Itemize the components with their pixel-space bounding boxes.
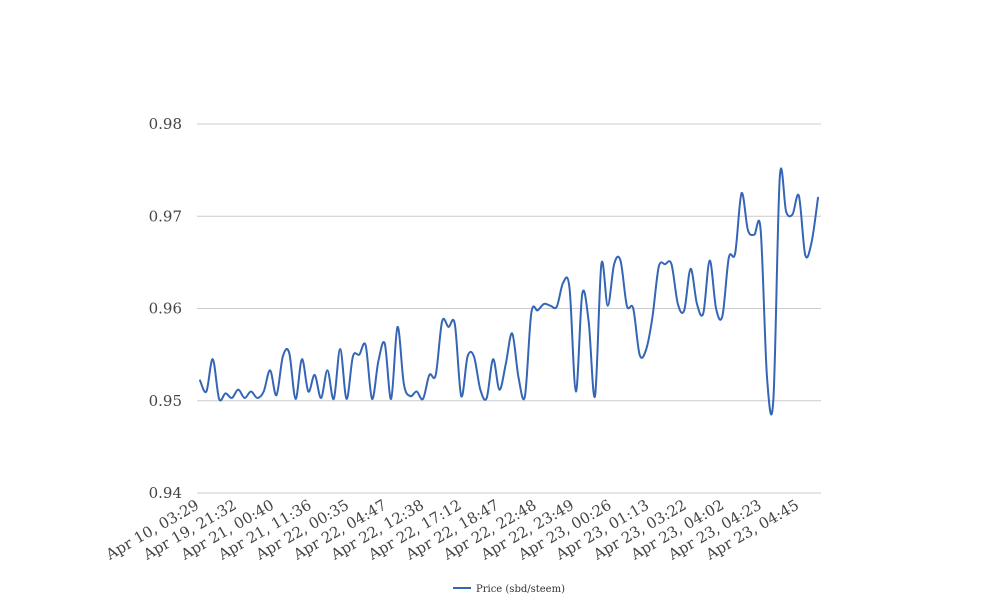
y-tick-label: 0.95 <box>149 392 182 410</box>
price-series-line <box>199 167 819 416</box>
y-tick-label: 0.98 <box>149 115 182 133</box>
legend: Price (sbd/steem) <box>453 584 565 595</box>
y-tick-label: 0.96 <box>149 300 182 318</box>
y-axis-tick-labels: 0.94 0.95 0.96 0.97 0.98 <box>149 115 182 502</box>
y-tick-label: 0.97 <box>149 207 182 225</box>
legend-label: Price (sbd/steem) <box>476 584 565 595</box>
y-tick-label: 0.94 <box>149 484 182 502</box>
gridlines <box>197 123 821 494</box>
